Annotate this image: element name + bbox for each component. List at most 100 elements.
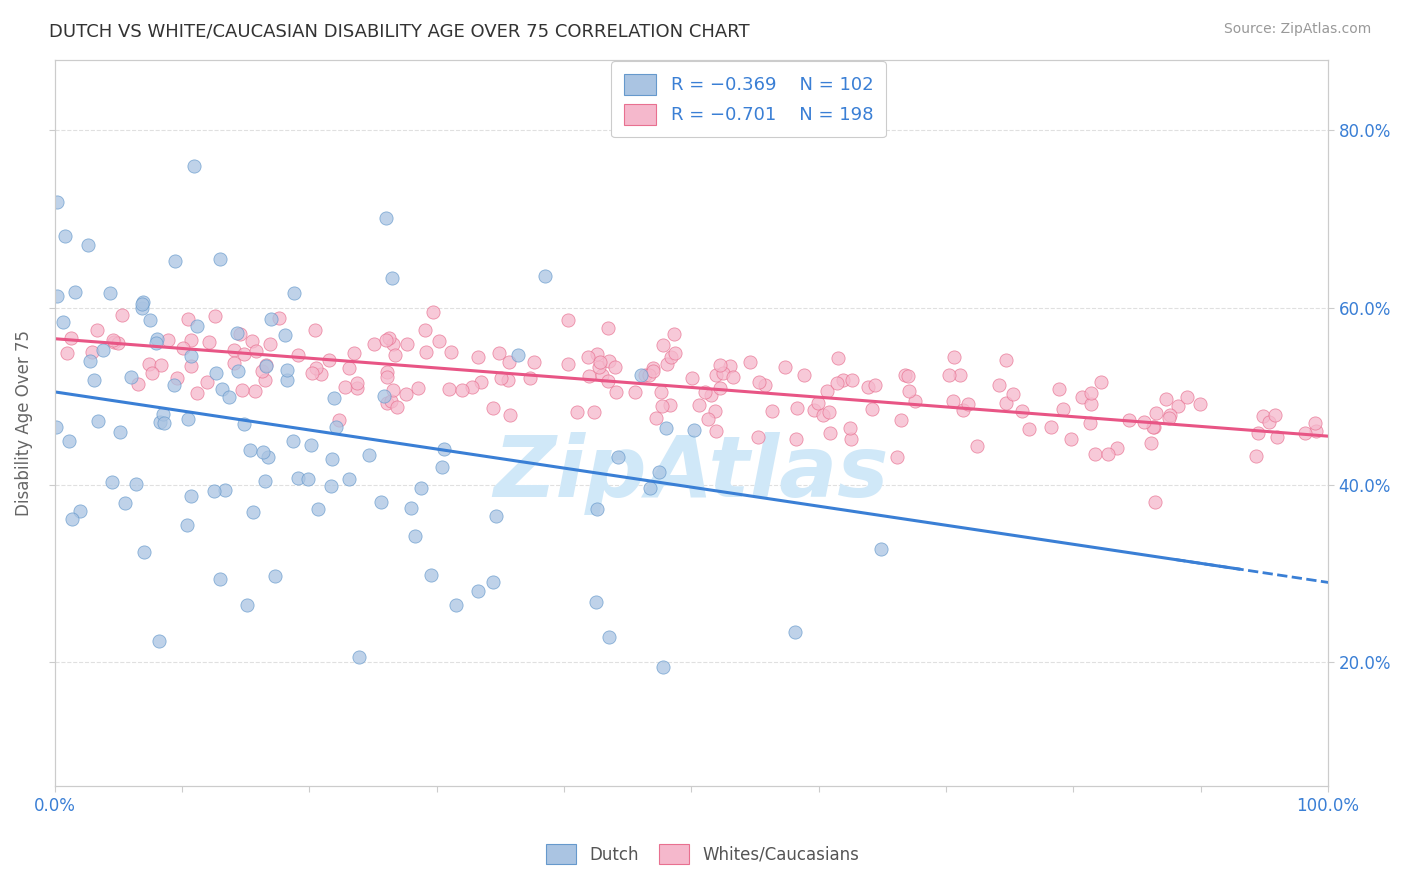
Point xyxy=(180,349,202,363)
Point xyxy=(839,421,862,435)
Point xyxy=(818,405,841,419)
Point xyxy=(832,373,855,387)
Point xyxy=(232,347,254,361)
Point xyxy=(598,374,620,388)
Point xyxy=(396,337,419,351)
Point xyxy=(1107,441,1129,455)
Point xyxy=(904,393,927,408)
Point xyxy=(897,384,920,398)
Point xyxy=(607,450,630,464)
Point xyxy=(657,358,679,372)
Point xyxy=(149,358,172,372)
Point xyxy=(461,380,484,394)
Point xyxy=(419,567,441,582)
Point xyxy=(588,359,610,374)
Point xyxy=(1140,436,1163,450)
Point xyxy=(346,376,368,390)
Point xyxy=(470,375,492,389)
Point xyxy=(381,270,404,285)
Point xyxy=(598,353,620,368)
Point xyxy=(374,211,396,225)
Point xyxy=(1258,415,1281,429)
Point xyxy=(245,343,267,358)
Point xyxy=(711,366,734,380)
Point xyxy=(103,334,125,349)
Point xyxy=(467,583,489,598)
Point xyxy=(1052,402,1074,417)
Point xyxy=(387,400,409,414)
Point xyxy=(375,333,398,347)
Point xyxy=(319,479,342,493)
Point xyxy=(1039,419,1062,434)
Point xyxy=(886,450,908,464)
Point xyxy=(1159,408,1181,422)
Point xyxy=(176,312,198,326)
Point xyxy=(82,345,104,359)
Point xyxy=(197,334,219,349)
Point xyxy=(1294,425,1316,440)
Point xyxy=(700,388,723,402)
Point xyxy=(761,403,783,417)
Point xyxy=(146,332,169,346)
Point xyxy=(323,391,346,405)
Point xyxy=(384,348,406,362)
Point xyxy=(1118,413,1140,427)
Point xyxy=(533,268,555,283)
Point xyxy=(1143,420,1166,434)
Point xyxy=(491,370,513,384)
Point xyxy=(46,194,69,209)
Point xyxy=(250,364,273,378)
Point xyxy=(205,366,228,380)
Point xyxy=(485,508,508,523)
Point xyxy=(304,323,326,337)
Point xyxy=(591,368,613,382)
Point xyxy=(254,474,277,488)
Point xyxy=(180,359,202,374)
Point xyxy=(841,373,863,387)
Point xyxy=(242,505,264,519)
Point xyxy=(439,382,461,396)
Point xyxy=(131,297,153,311)
Point xyxy=(415,345,437,359)
Point xyxy=(337,360,360,375)
Point xyxy=(557,357,579,371)
Point xyxy=(987,377,1010,392)
Point xyxy=(259,336,281,351)
Point xyxy=(141,366,163,380)
Point xyxy=(1070,390,1092,404)
Point xyxy=(659,350,682,364)
Point xyxy=(806,396,828,410)
Point xyxy=(1097,447,1119,461)
Point xyxy=(370,495,392,509)
Point xyxy=(375,369,398,384)
Point xyxy=(202,484,225,499)
Point xyxy=(148,634,170,648)
Point xyxy=(1090,375,1112,389)
Point xyxy=(450,383,472,397)
Point xyxy=(176,412,198,426)
Point xyxy=(754,378,776,392)
Point xyxy=(239,442,262,457)
Point xyxy=(114,496,136,510)
Point xyxy=(748,375,770,389)
Point xyxy=(52,315,75,329)
Point xyxy=(644,410,666,425)
Point xyxy=(132,295,155,310)
Point xyxy=(378,331,401,345)
Point xyxy=(605,360,627,375)
Text: Source: ZipAtlas.com: Source: ZipAtlas.com xyxy=(1223,22,1371,37)
Point xyxy=(375,366,398,380)
Point xyxy=(413,323,436,337)
Point xyxy=(1143,495,1166,509)
Point xyxy=(254,373,277,387)
Point xyxy=(138,357,160,371)
Point xyxy=(281,434,304,448)
Point xyxy=(55,346,77,360)
Point xyxy=(307,502,329,516)
Point xyxy=(589,355,612,369)
Point xyxy=(1253,409,1275,423)
Point xyxy=(1246,425,1268,440)
Point xyxy=(180,333,202,347)
Point xyxy=(957,397,980,411)
Point xyxy=(287,471,309,485)
